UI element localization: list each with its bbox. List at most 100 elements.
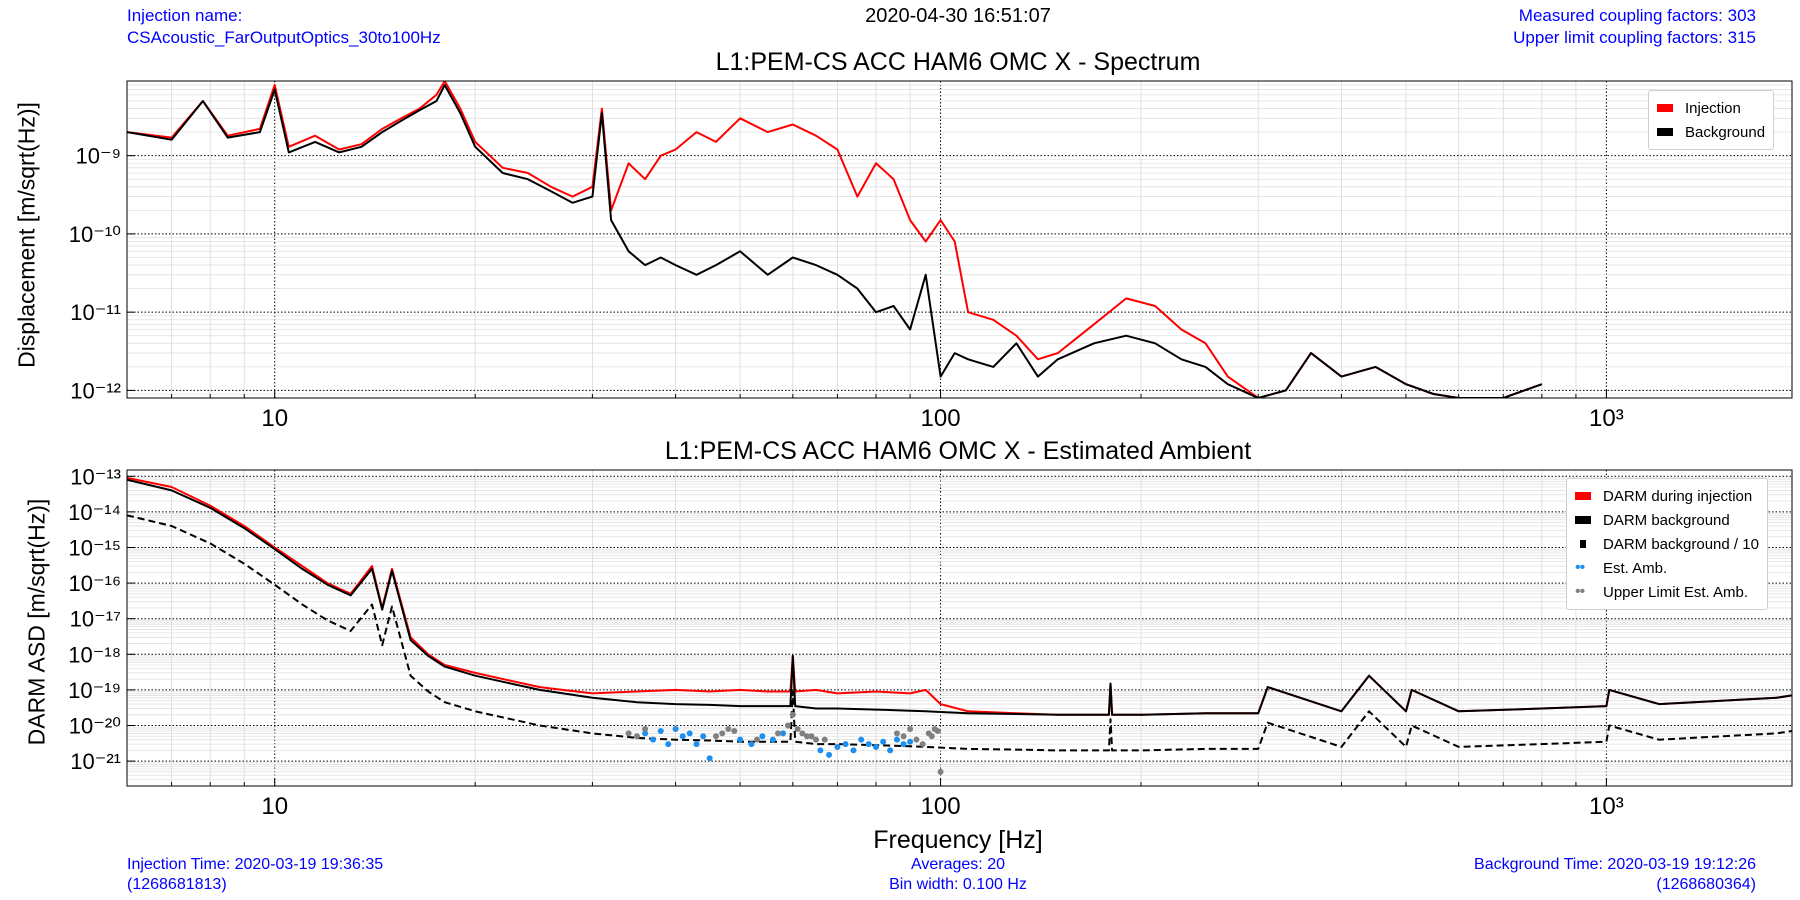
averages: Averages: 20	[911, 856, 1005, 873]
legend-label: Upper Limit Est. Amb.	[1603, 583, 1749, 601]
plot-frame	[126, 80, 1793, 399]
data-point	[900, 733, 907, 740]
darm-background-series	[127, 478, 1792, 716]
spectrum-y-label: Displacement [m/sqrt(Hz)]	[13, 102, 40, 368]
axis-ticks: 10 100 10³ 10⁻¹² 10⁻¹¹ 10⁻¹⁰ 10⁻⁹	[69, 144, 1624, 432]
legend-label: DARM during injection	[1603, 487, 1753, 505]
y-tick-label: 10⁻¹⁷	[70, 607, 121, 632]
y-tick-label: 10⁻¹⁹	[68, 678, 121, 703]
data-point	[937, 768, 944, 775]
background-swatch	[1657, 128, 1673, 136]
plot-frame	[126, 469, 1793, 787]
data-point	[880, 738, 887, 745]
darm-background-swatch	[1575, 516, 1591, 524]
injection-series	[127, 81, 1543, 398]
measured-coupling-factors: Measured coupling factors: 303	[1518, 6, 1756, 25]
x-tick-label: 100	[921, 793, 961, 820]
darm-background-10-series	[127, 514, 1792, 752]
data-point	[700, 733, 707, 740]
grid	[127, 81, 1792, 398]
data-point	[642, 730, 649, 737]
data-point	[686, 730, 693, 737]
legend-item-darm-injection: DARM during injection	[1575, 484, 1759, 508]
data-point	[642, 725, 649, 732]
data-point	[850, 747, 857, 754]
data-point	[900, 741, 907, 748]
legend-label: Injection	[1685, 99, 1741, 117]
injection-time: Injection Time: 2020-03-19 19:36:35	[127, 856, 384, 873]
y-tick-label: 10⁻¹⁸	[68, 642, 121, 667]
data-point	[753, 736, 760, 743]
data-point	[907, 738, 914, 745]
est-amb-swatch: ••	[1575, 559, 1585, 576]
legend-item-injection: Injection	[1657, 96, 1765, 120]
spectrum-plot: 10 100 10³ 10⁻¹² 10⁻¹¹ 10⁻¹⁰ 10⁻⁹	[69, 80, 1793, 432]
y-tick-label: 10⁻²⁰	[69, 714, 121, 739]
x-tick-label: 10	[261, 405, 288, 432]
ambient-title: L1:PEM-CS ACC HAM6 OMC X - Estimated Amb…	[664, 437, 1252, 465]
upper-limit-est-amb--series	[625, 711, 944, 775]
data-point	[775, 730, 782, 737]
y-tick-label: 10⁻¹⁴	[68, 500, 121, 525]
data-point	[865, 741, 872, 748]
spectrum-legend: Injection Background	[1648, 90, 1775, 150]
data-point	[633, 733, 640, 740]
bin-width: Bin width: 0.100 Hz	[889, 876, 1027, 893]
data-point	[625, 730, 632, 737]
data-point	[693, 741, 700, 748]
data-point	[893, 730, 900, 737]
data-point	[706, 755, 713, 762]
y-tick-label: 10⁻⁹	[75, 144, 121, 169]
data-point	[725, 725, 732, 732]
darm-injection-swatch	[1575, 492, 1591, 500]
data-point	[893, 736, 900, 743]
x-tick-label: 10	[261, 793, 288, 820]
data-point	[887, 747, 894, 754]
legend-label: Background	[1685, 123, 1766, 141]
data-point	[650, 736, 657, 743]
y-tick-label: 10⁻¹⁰	[69, 222, 121, 247]
injection-swatch	[1657, 104, 1673, 112]
ambient-legend: DARM during injection DARM background DA…	[1566, 478, 1768, 610]
timestamp: 2020-04-30 16:51:07	[865, 5, 1051, 27]
injection-name-label: Injection name:	[127, 6, 243, 25]
data-point	[812, 736, 819, 743]
ambient-y-label: DARM ASD [m/sqrt(Hz)]	[23, 498, 50, 746]
data-point	[842, 741, 849, 748]
spectrum-title: L1:PEM-CS ACC HAM6 OMC X - Spectrum	[715, 48, 1201, 76]
background-series	[127, 84, 1543, 398]
y-tick-label: 10⁻¹⁶	[69, 571, 121, 596]
data-point	[769, 736, 776, 743]
data-point	[672, 725, 679, 732]
injection-gps: (1268681813)	[127, 876, 227, 893]
data-point	[907, 725, 914, 732]
upper-limit-swatch: ••	[1575, 583, 1585, 600]
data-point	[913, 736, 920, 743]
data-point	[759, 733, 766, 740]
data-point	[784, 722, 791, 729]
legend-item-darm-background: DARM background	[1575, 508, 1759, 532]
x-tick-label: 10³	[1589, 793, 1624, 820]
data-point	[679, 733, 686, 740]
darm-background-10-swatch	[1580, 540, 1586, 548]
data-point	[934, 728, 941, 735]
legend-item-darm-background-10: DARM background / 10	[1575, 532, 1759, 556]
data-point	[834, 743, 841, 750]
y-tick-label: 10⁻¹²	[70, 378, 121, 403]
legend-item-upper-limit: •• Upper Limit Est. Amb.	[1575, 580, 1759, 604]
legend-item-background: Background	[1657, 120, 1765, 144]
data-point	[789, 711, 796, 718]
data-point	[665, 741, 672, 748]
data-point	[737, 736, 744, 743]
y-tick-label: 10⁻²¹	[70, 749, 121, 774]
data-point	[858, 736, 865, 743]
data-point	[731, 728, 738, 735]
frequency-axis-label: Frequency [Hz]	[873, 826, 1043, 854]
axis-ticks: 10 100 10³ 10⁻²¹ 10⁻²⁰ 10⁻¹⁹ 10⁻¹⁸ 10⁻¹⁷ 10⁻¹⁶ 10…	[68, 464, 1624, 820]
x-tick-label: 100	[921, 405, 961, 432]
background-time: Background Time: 2020-03-19 19:12:26	[1474, 856, 1756, 873]
legend-item-est-amb: •• Est. Amb.	[1575, 556, 1759, 580]
ambient-plot: 10 100 10³ 10⁻²¹ 10⁻²⁰ 10⁻¹⁹ 10⁻¹⁸ 10⁻¹⁷ 10⁻¹⁶ 10…	[68, 464, 1793, 820]
data-point	[803, 733, 810, 740]
